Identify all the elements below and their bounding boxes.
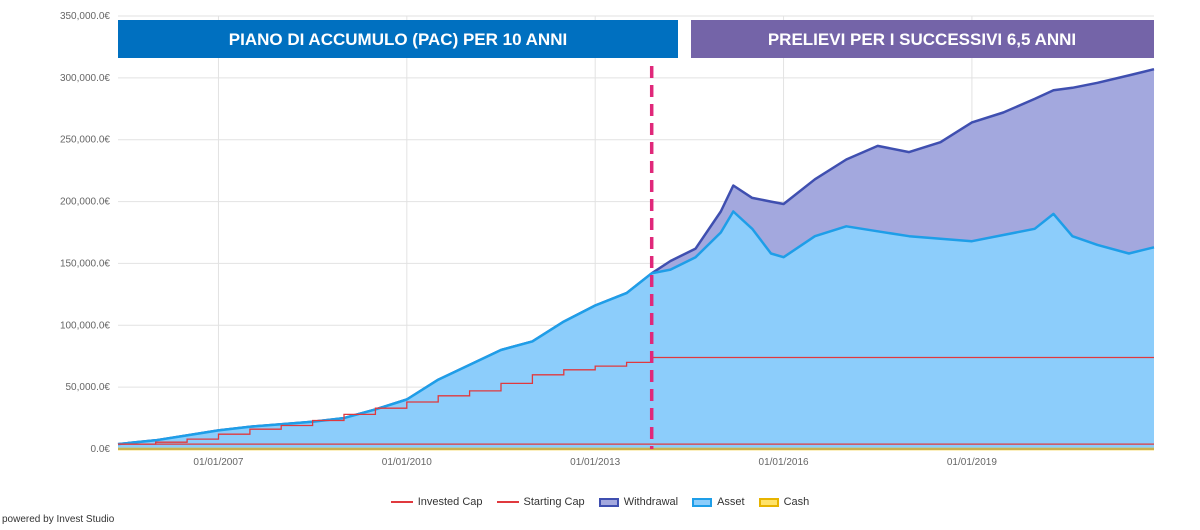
x-tick-label: 01/01/2016 <box>759 457 809 468</box>
y-tick-label: 100,000.0€ <box>60 320 110 331</box>
legend-swatch-asset <box>692 497 713 507</box>
y-tick-label: 250,000.0€ <box>60 135 110 146</box>
asset-area-edge <box>117 210 1155 446</box>
x-tick-label: 01/01/2013 <box>570 457 620 468</box>
chart-canvas: 0.0€ 50,000.0€ 100,000.0€ 150,000.0€ 200,000… <box>60 11 1155 468</box>
chart-series-lines <box>118 356 1154 445</box>
x-tick-label: 01/01/2019 <box>947 457 997 468</box>
legend-swatch-withdrawal <box>598 497 619 507</box>
chart-legend: Invested Cap Starting Cap Withdrawal Asset C… <box>0 496 1200 508</box>
chart-series-areas <box>117 67 1155 451</box>
banner-right-background <box>691 20 1154 58</box>
legend-item-invested-cap[interactable]: Invested Cap <box>390 496 483 508</box>
y-tick-label: 200,000.0€ <box>60 197 110 208</box>
y-tick-label: 150,000.0€ <box>60 258 110 269</box>
y-tick-label: 0.0€ <box>91 444 111 455</box>
y-tick-label: 350,000.0€ <box>60 11 110 22</box>
invested-cap-line <box>118 356 1154 445</box>
chart-axes: 0.0€ 50,000.0€ 100,000.0€ 150,000.0€ 200,000… <box>60 11 1154 468</box>
banner-left-label: PIANO DI ACCUMULO (PAC) PER 10 ANNI <box>229 30 567 49</box>
legend-item-withdrawal[interactable]: Withdrawal <box>598 496 679 508</box>
legend-item-asset[interactable]: Asset <box>692 496 745 508</box>
legend-label-asset: Asset <box>717 496 745 508</box>
banner-left-background <box>118 20 678 58</box>
asset-area-fill <box>118 211 1154 449</box>
legend-item-cash[interactable]: Cash <box>758 496 810 508</box>
legend-label-invested-cap: Invested Cap <box>417 496 483 508</box>
powered-by-credit: powered by Invest Studio <box>2 514 115 525</box>
legend-swatch-starting-cap <box>496 501 519 503</box>
chart-annotations: PIANO DI ACCUMULO (PAC) PER 10 ANNI PREL… <box>118 20 1154 449</box>
legend-swatch-cash <box>758 497 779 507</box>
legend-label-starting-cap: Starting Cap <box>523 496 585 508</box>
y-tick-label: 50,000.0€ <box>66 382 111 393</box>
legend-label-withdrawal: Withdrawal <box>623 496 679 508</box>
legend-label-cash: Cash <box>783 496 810 508</box>
x-tick-label: 01/01/2010 <box>382 457 432 468</box>
legend-swatch-invested-cap <box>390 501 413 503</box>
banner-right-label: PRELIEVI PER I SUCCESSIVI 6,5 ANNI <box>768 30 1076 49</box>
legend-item-starting-cap[interactable]: Starting Cap <box>496 496 585 508</box>
y-tick-label: 300,000.0€ <box>60 73 110 84</box>
x-tick-label: 01/01/2007 <box>193 457 243 468</box>
